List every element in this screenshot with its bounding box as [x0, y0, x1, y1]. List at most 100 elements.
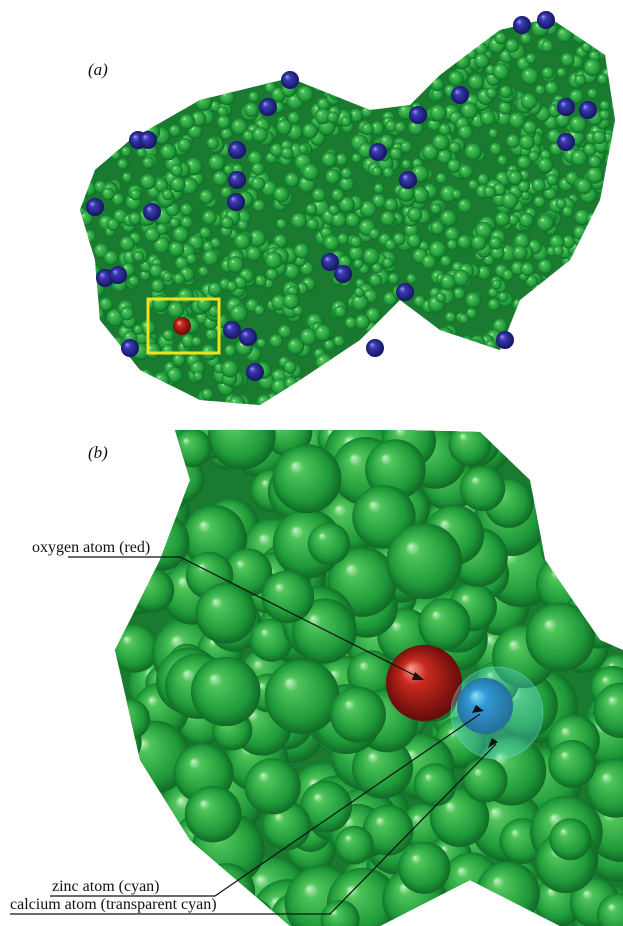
- atom-sphere: [412, 36, 429, 53]
- surface-atom: [513, 16, 531, 34]
- atom-sphere: [371, 361, 385, 375]
- atom-sphere: [606, 274, 623, 292]
- atom-sphere: [133, 325, 143, 335]
- atom-sphere: [574, 74, 586, 86]
- atom-sphere: [415, 13, 432, 30]
- atom-sphere: [527, 346, 545, 364]
- atom-sphere: [110, 150, 120, 160]
- atom-sphere: [340, 17, 350, 27]
- atom-sphere: [506, 134, 520, 148]
- atom-sphere: [490, 17, 501, 28]
- atom-sphere: [452, 189, 463, 200]
- atom-sphere: [244, 758, 300, 814]
- atom-sphere: [541, 291, 552, 302]
- atom-sphere: [521, 67, 539, 85]
- atom-sphere: [85, 15, 96, 26]
- atom-sphere: [451, 13, 464, 26]
- atom-sphere: [276, 119, 292, 135]
- atom-sphere: [328, 204, 339, 215]
- atom-sphere: [351, 24, 367, 40]
- atom-sphere: [402, 356, 418, 372]
- atom-sphere: [549, 818, 591, 860]
- atom-sphere: [371, 37, 383, 49]
- atom-sphere: [117, 54, 131, 68]
- atom-sphere: [417, 58, 427, 68]
- atom-sphere: [180, 203, 193, 216]
- atom-sphere: [199, 37, 211, 49]
- atom-sphere: [162, 344, 175, 357]
- surface-atom: [246, 363, 264, 381]
- atom-sphere: [402, 359, 415, 372]
- atom-sphere: [401, 159, 411, 169]
- surface-atom: [143, 203, 161, 221]
- atom-sphere: [120, 306, 134, 320]
- atom-sphere: [314, 324, 331, 341]
- atom-sphere: [349, 246, 364, 261]
- atom-sphere: [518, 312, 531, 325]
- atom-sphere: [195, 583, 256, 644]
- atom-sphere: [386, 41, 399, 54]
- atom-sphere: [440, 210, 457, 227]
- atom-sphere: [173, 273, 185, 285]
- atom-sphere: [152, 68, 168, 84]
- atom-sphere: [162, 189, 173, 200]
- atom-sphere: [431, 203, 442, 214]
- surface-atom: [496, 331, 514, 349]
- atom-sphere: [385, 23, 401, 39]
- atom-sphere: [600, 12, 613, 25]
- atom-sphere: [72, 329, 86, 343]
- atom-sphere: [542, 67, 555, 80]
- atom-sphere: [520, 262, 534, 276]
- atom-sphere: [552, 275, 569, 292]
- atom-sphere: [205, 400, 219, 414]
- atom-sphere: [427, 365, 440, 378]
- atom-sphere: [285, 172, 300, 187]
- atom-sphere: [555, 319, 569, 333]
- atom-sphere: [406, 34, 421, 49]
- atom-sphere: [580, 12, 591, 23]
- atom-sphere: [305, 203, 317, 215]
- atom-sphere: [460, 466, 505, 511]
- atom-sphere: [482, 391, 492, 401]
- atom-sphere: [199, 42, 215, 58]
- atom-sphere: [272, 27, 284, 39]
- atom-sphere: [386, 523, 462, 599]
- atom-sphere: [353, 92, 363, 102]
- atom-sphere: [80, 263, 98, 281]
- atom-sphere: [423, 7, 440, 24]
- atom-sphere: [484, 347, 498, 361]
- atom-sphere: [534, 403, 544, 413]
- atom-sphere: [221, 216, 234, 229]
- atom-sphere: [172, 17, 190, 35]
- atom-sphere: [455, 365, 472, 382]
- atom-sphere: [413, 366, 428, 381]
- atom-sphere: [340, 23, 352, 35]
- atom-sphere: [249, 60, 263, 74]
- atom-sphere: [316, 47, 329, 60]
- atom-sphere: [252, 16, 265, 29]
- atom-sphere: [87, 392, 99, 404]
- surface-atom: [86, 198, 104, 216]
- atom-sphere: [127, 477, 178, 528]
- surface-atom: [228, 171, 246, 189]
- atom-sphere: [386, 77, 401, 92]
- atom-sphere: [565, 517, 623, 590]
- atom-sphere: [68, 276, 84, 292]
- atom-sphere: [448, 71, 464, 87]
- atom-sphere: [104, 251, 119, 266]
- atom-sphere: [565, 308, 579, 322]
- atom-sphere: [223, 53, 239, 69]
- atom-sphere: [205, 328, 218, 341]
- atom-sphere: [224, 29, 234, 39]
- atom-sphere: [457, 235, 472, 250]
- atom-sphere: [334, 84, 345, 95]
- atom-sphere: [498, 374, 510, 386]
- atom-sphere: [422, 14, 435, 27]
- atom-sphere: [121, 146, 132, 157]
- atom-sphere: [386, 43, 404, 61]
- atom-sphere: [313, 378, 329, 394]
- surface-atom: [557, 133, 575, 151]
- atom-sphere: [263, 57, 274, 68]
- atom-sphere: [191, 76, 203, 88]
- atom-sphere: [208, 154, 225, 171]
